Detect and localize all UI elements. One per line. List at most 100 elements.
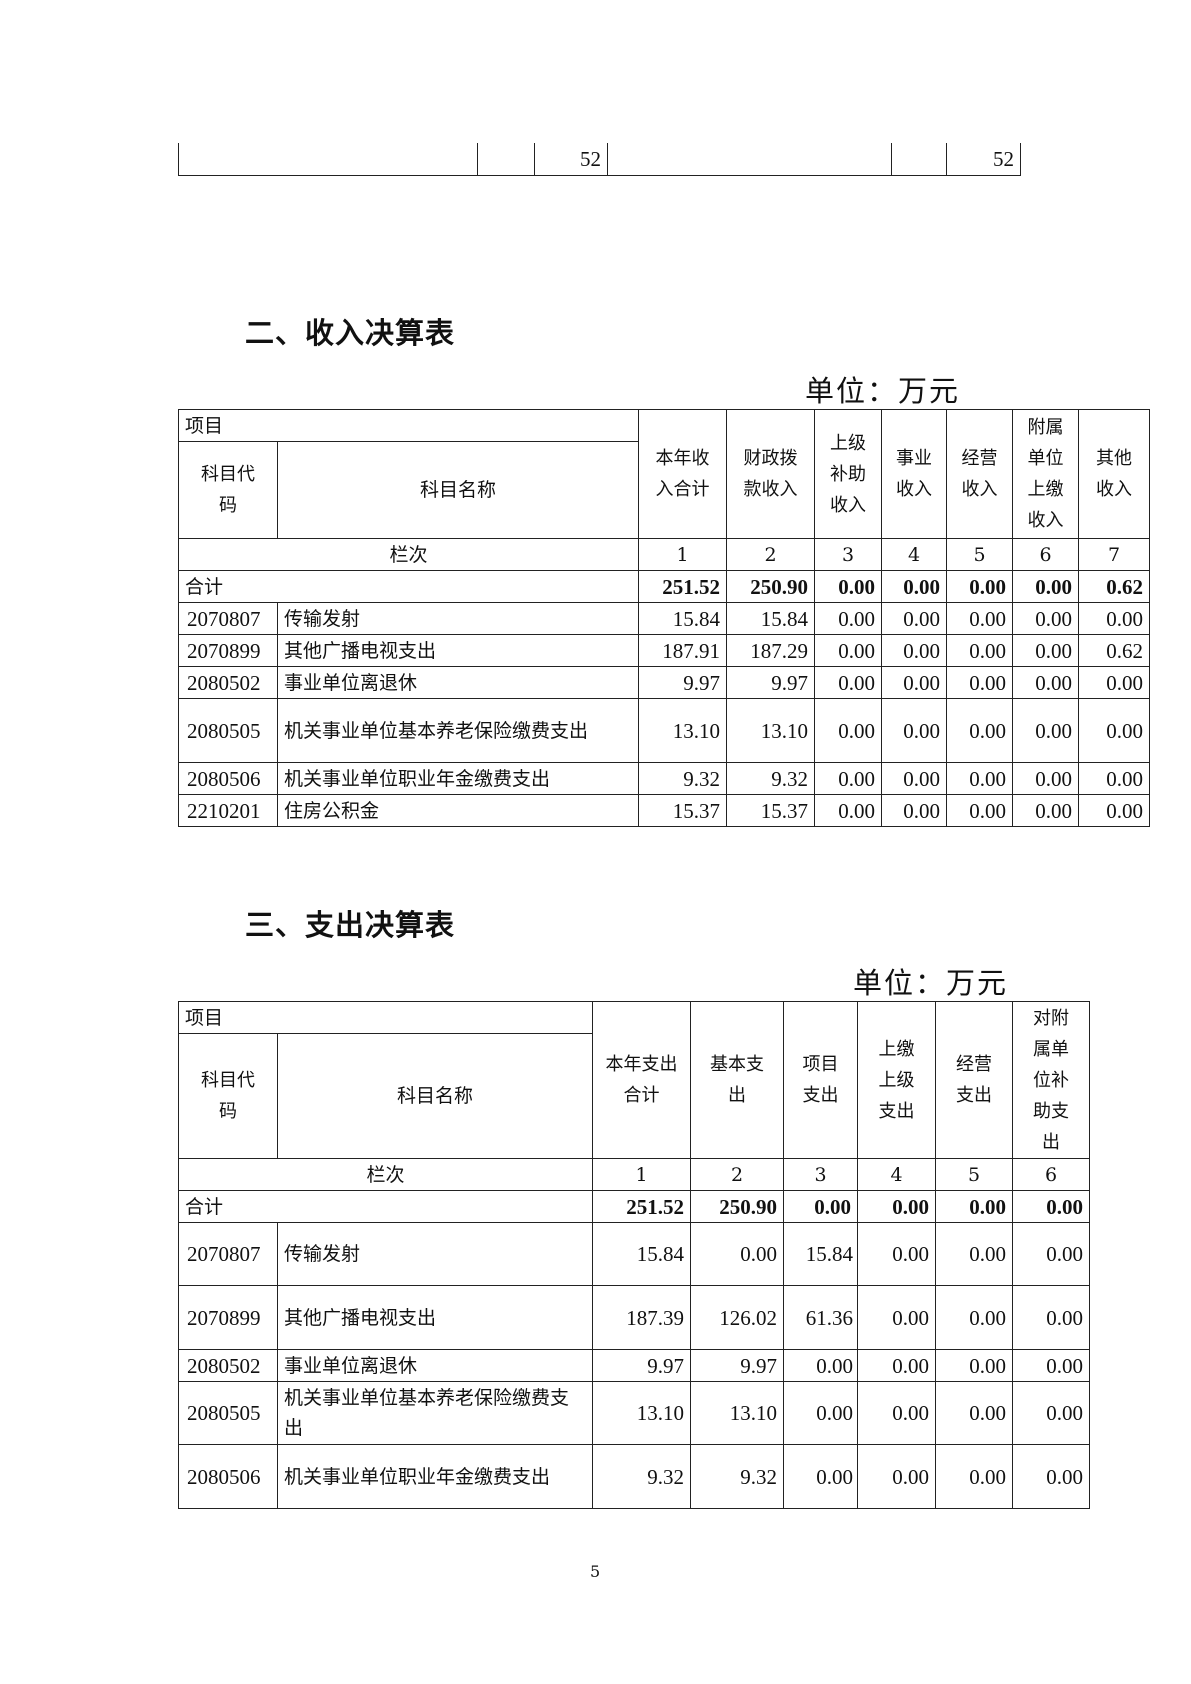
value-cell: 9.97 xyxy=(690,1349,785,1382)
subject-code: 2080506 xyxy=(178,1444,278,1509)
value-cell: 0.00 xyxy=(783,1444,859,1509)
income-table: 项目 本年收入合计 财政拨款收入 上级补助收入 事业收入 经营收入 附属单位上缴收入 其他收入… xyxy=(177,409,1151,827)
column-header: 基本支出 xyxy=(690,1001,785,1159)
subject-name: 住房公积金 xyxy=(276,794,640,827)
value-cell: 0.00 xyxy=(814,602,883,635)
subject-name: 机关事业单位基本养老保险缴费支出 xyxy=(276,698,640,763)
value-cell: 0.00 xyxy=(1012,1349,1091,1382)
subject-code: 2070807 xyxy=(178,602,278,635)
value-cell: 187.39 xyxy=(592,1285,692,1350)
subject-name: 传输发射 xyxy=(276,1222,594,1286)
subject-name: 其他广播电视支出 xyxy=(276,1285,594,1350)
total-value: 0.00 xyxy=(814,570,883,603)
value-cell: 0.00 xyxy=(935,1349,1014,1382)
subject-code: 2080505 xyxy=(178,698,278,763)
table-row: 2080502 事业单位离退休 9.97 9.97 0.00 0.00 0.00 0.00 xyxy=(178,1349,1091,1382)
page-number: 5 xyxy=(590,1562,601,1581)
table-row: 科目代码 科目名称 xyxy=(178,441,1150,539)
column-number: 1 xyxy=(592,1158,692,1191)
value-cell: 9.32 xyxy=(690,1444,785,1509)
income-heading: 二、收入决算表 xyxy=(245,316,456,350)
subject-code: 2070807 xyxy=(178,1222,278,1286)
total-value: 0.00 xyxy=(1012,1190,1091,1223)
value-cell: 0.00 xyxy=(881,794,948,827)
table-row: 科目代码 科目名称 xyxy=(178,1033,1090,1159)
table-row: 栏次 1 2 3 4 5 6 7 xyxy=(177,538,1151,571)
table-row: 2080502 事业单位离退休 9.97 9.97 0.00 0.00 0.00 0.00 0.… xyxy=(178,666,1151,699)
table-row: 合计 251.52 250.90 0.00 0.00 0.00 0.00 xyxy=(177,1190,1091,1223)
column-header: 经营收入 xyxy=(946,409,1014,539)
table-row: 栏次 1 2 3 4 5 6 xyxy=(177,1158,1091,1191)
subject-code: 2080502 xyxy=(178,666,278,699)
expense-table: 项目 本年支出合计 基本支出 项目支出 上缴上级支出 经营支出 对附属单位补助支出 科目代码科… xyxy=(177,1001,1091,1509)
subject-name: 机关事业单位职业年金缴费支出 xyxy=(276,762,640,795)
fragment-cell xyxy=(607,143,892,176)
value-cell: 9.32 xyxy=(638,762,728,795)
value-cell: 15.37 xyxy=(638,794,728,827)
table-row: 2080506 机关事业单位职业年金缴费支出 9.32 9.32 0.00 0.00 0.0… xyxy=(178,762,1151,795)
column-header: 上级补助收入 xyxy=(814,409,883,539)
total-value: 0.00 xyxy=(935,1190,1014,1223)
value-cell: 9.32 xyxy=(726,762,816,795)
value-cell: 0.00 xyxy=(881,602,948,635)
value-cell: 15.84 xyxy=(638,602,728,635)
header-name: 科目名称 xyxy=(276,441,640,539)
table-row: 2210201 住房公积金 15.37 15.37 0.00 0.00 0.00 0.00 0.… xyxy=(178,794,1151,827)
subject-code: 2080506 xyxy=(178,762,278,795)
total-value: 250.90 xyxy=(690,1190,785,1223)
table-row: 项目 本年收入合计 财政拨款收入 上级补助收入 事业收入 经营收入 附属单位上缴收入 其他收入 xyxy=(177,409,1151,539)
value-cell: 0.00 xyxy=(1012,698,1080,763)
value-cell: 0.00 xyxy=(814,634,883,667)
value-cell: 187.29 xyxy=(726,634,816,667)
total-value: 0.62 xyxy=(1078,570,1151,603)
fragment-cell xyxy=(477,143,535,176)
value-cell: 0.00 xyxy=(857,1222,937,1286)
subject-code: 2070899 xyxy=(178,634,278,667)
subject-code: 2210201 xyxy=(178,794,278,827)
value-cell: 0.00 xyxy=(783,1381,859,1445)
column-header: 附属单位上缴收入 xyxy=(1012,409,1080,539)
expense-heading: 三、支出决算表 xyxy=(245,908,456,942)
value-cell: 0.00 xyxy=(946,762,1014,795)
value-cell: 0.00 xyxy=(1012,794,1080,827)
value-cell: 0.00 xyxy=(814,794,883,827)
value-cell: 9.97 xyxy=(638,666,728,699)
subject-name: 传输发射 xyxy=(276,602,640,635)
value-cell: 0.62 xyxy=(1078,634,1151,667)
column-number: 7 xyxy=(1078,538,1151,571)
value-cell: 0.00 xyxy=(814,666,883,699)
table-row: 52 52 xyxy=(178,143,1021,176)
subject-name: 其他广播电视支出 xyxy=(276,634,640,667)
value-cell: 15.84 xyxy=(592,1222,692,1286)
value-cell: 0.00 xyxy=(946,698,1014,763)
value-cell: 0.00 xyxy=(1012,602,1080,635)
value-cell: 13.10 xyxy=(690,1381,785,1445)
value-cell: 0.00 xyxy=(857,1349,937,1382)
column-number: 3 xyxy=(814,538,883,571)
value-cell: 0.00 xyxy=(1078,666,1151,699)
value-cell: 0.00 xyxy=(857,1444,937,1509)
value-cell: 0.00 xyxy=(935,1285,1014,1350)
value-cell: 0.00 xyxy=(857,1285,937,1350)
column-number: 3 xyxy=(783,1158,859,1191)
value-cell: 0.00 xyxy=(1012,634,1080,667)
previous-table-fragment: 52 52 xyxy=(178,143,1021,176)
value-cell: 0.00 xyxy=(946,634,1014,667)
column-number: 4 xyxy=(857,1158,937,1191)
fragment-cell xyxy=(178,143,478,176)
value-cell: 0.00 xyxy=(881,666,948,699)
total-value: 251.52 xyxy=(638,570,728,603)
value-cell: 9.97 xyxy=(592,1349,692,1382)
table-row: 项目 本年支出合计 基本支出 项目支出 上缴上级支出 经营支出 对附属单位补助支出 xyxy=(177,1001,1091,1159)
value-cell: 15.37 xyxy=(726,794,816,827)
value-cell: 0.00 xyxy=(1012,1381,1091,1445)
total-value: 0.00 xyxy=(857,1190,937,1223)
column-header: 财政拨款收入 xyxy=(726,409,816,539)
subject-name: 机关事业单位职业年金缴费支出 xyxy=(276,1444,594,1509)
value-cell: 0.00 xyxy=(1012,1222,1091,1286)
value-cell: 0.00 xyxy=(1012,1444,1091,1509)
table-row: 合计 251.52 250.90 0.00 0.00 0.00 0.00 0.62 xyxy=(177,570,1151,603)
fragment-cell: 52 xyxy=(534,143,608,176)
table-row: 2070807 传输发射 15.84 15.84 0.00 0.00 0.00 0.00 0.0… xyxy=(178,602,1151,635)
value-cell: 0.00 xyxy=(814,762,883,795)
